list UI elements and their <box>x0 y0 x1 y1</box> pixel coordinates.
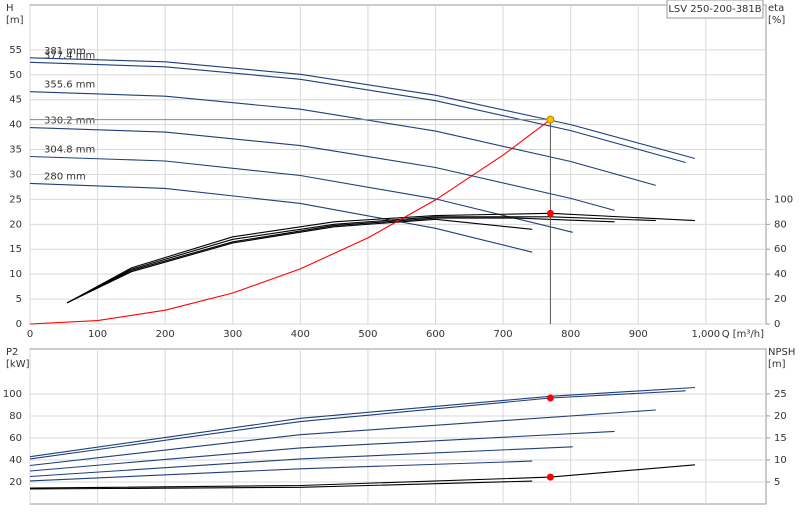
x-tick-label: 800 <box>561 329 580 340</box>
y-tick-label: 0 <box>16 319 22 330</box>
y-axis-label: H <box>6 3 14 14</box>
y-tick-label: 15 <box>9 244 22 255</box>
curve <box>29 155 573 233</box>
curve <box>29 409 656 467</box>
curve-label: 330.2 mm <box>44 116 95 127</box>
x-tick-label: 600 <box>426 329 445 340</box>
y-axis-unit: [m] <box>6 15 24 26</box>
x-tick-label: 500 <box>358 329 377 340</box>
y2-tick-label: 25 <box>774 389 787 400</box>
y2-tick-label: 40 <box>774 269 787 280</box>
x-tick-label: 1,000 <box>692 329 721 340</box>
x-axis-label: Q [m³/h] <box>722 329 764 340</box>
curve <box>66 217 615 304</box>
y2-tick-label: 80 <box>774 219 787 230</box>
y-tick-label: 10 <box>9 269 22 280</box>
x-tick-label: 200 <box>156 329 175 340</box>
curve-label: 280 mm <box>44 171 86 182</box>
y-tick-label: 25 <box>9 194 22 205</box>
curve <box>66 218 533 304</box>
curve-label: 355.6 mm <box>44 80 95 91</box>
y-tick-label: 35 <box>9 145 22 156</box>
curve <box>29 430 615 472</box>
plot-area <box>29 4 767 325</box>
curve <box>29 127 615 211</box>
y-tick-label: 100 <box>3 389 22 400</box>
x-tick-label: 100 <box>88 329 107 340</box>
y2-axis-unit: [m] <box>768 359 786 370</box>
y-tick-label: 30 <box>9 169 22 180</box>
y2-tick-label: 60 <box>774 244 787 255</box>
curve <box>29 460 533 482</box>
y-tick-label: 20 <box>9 219 22 230</box>
curve <box>29 61 686 164</box>
x-tick-label: 700 <box>494 329 513 340</box>
curve-label: 304.8 mm <box>44 145 95 156</box>
curve <box>29 57 696 160</box>
y2-axis-label: NPSH <box>768 347 795 358</box>
duty-point <box>546 473 554 481</box>
curve <box>29 480 533 490</box>
y2-tick-label: 10 <box>774 455 787 466</box>
y2-tick-label: 20 <box>774 294 787 305</box>
curve <box>29 446 573 478</box>
x-tick-label: 900 <box>629 329 648 340</box>
y2-axis-unit: [%] <box>768 15 785 26</box>
y-tick-label: 40 <box>9 455 22 466</box>
curve <box>29 464 696 489</box>
duty-point <box>546 209 554 217</box>
y2-tick-label: 20 <box>774 411 787 422</box>
curve-label: 377.4 mm <box>44 50 95 61</box>
y2-tick-label: 100 <box>774 194 793 205</box>
x-tick-label: 0 <box>27 329 33 340</box>
y-tick-label: 20 <box>9 477 22 488</box>
chart-title: LSV 250-200-381B <box>668 4 761 15</box>
y2-tick-label: 5 <box>774 477 780 488</box>
x-tick-label: 300 <box>223 329 242 340</box>
y-tick-label: 45 <box>9 95 22 106</box>
y2-tick-label: 0 <box>774 319 780 330</box>
y2-tick-label: 15 <box>774 433 787 444</box>
curve <box>29 390 686 460</box>
y-tick-label: 40 <box>9 120 22 131</box>
curve <box>29 119 551 325</box>
y-axis-unit: [kW] <box>6 359 30 370</box>
duty-point <box>546 394 554 402</box>
title-box <box>666 0 764 19</box>
y-tick-label: 55 <box>9 45 22 56</box>
y2-axis-label: eta <box>768 3 784 14</box>
x-tick-label: 400 <box>291 329 310 340</box>
duty-point <box>546 115 555 124</box>
plot-area <box>29 348 767 505</box>
y-axis-label: P2 <box>6 347 18 358</box>
curve-label: 381 mm <box>44 46 86 57</box>
curve <box>29 386 696 458</box>
y-tick-label: 50 <box>9 70 22 81</box>
curve <box>29 182 533 253</box>
y-tick-label: 60 <box>9 433 22 444</box>
y-tick-label: 80 <box>9 411 22 422</box>
y-tick-label: 5 <box>16 294 22 305</box>
curve <box>29 91 656 186</box>
